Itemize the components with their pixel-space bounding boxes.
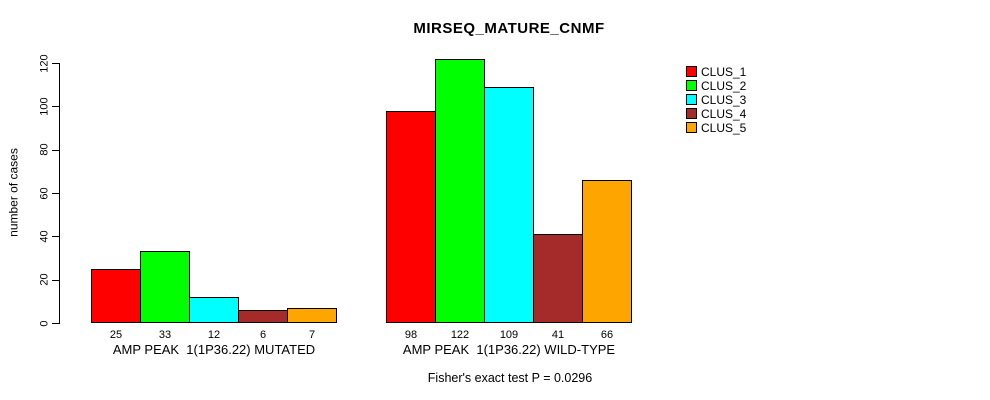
legend-label: CLUS_1 — [701, 65, 747, 79]
bar-value-label: 7 — [308, 329, 316, 341]
bar-clus_5-group2 — [582, 180, 632, 323]
y-axis-tick — [52, 323, 59, 324]
x-axis-category-label: AMP PEAK 1(1P36.22) WILD-TYPE — [402, 342, 616, 357]
y-axis-tick — [52, 236, 59, 238]
bar-clus_3-group1 — [189, 297, 239, 323]
y-axis-tick — [52, 149, 59, 151]
bar-clus_2-group2 — [435, 59, 485, 323]
bar-value-label: 41 — [551, 329, 565, 341]
bar-clus_5-group1 — [287, 308, 337, 323]
bar-clus_1-group2 — [386, 111, 436, 323]
bar-clus_1-group1 — [91, 269, 141, 323]
bar-clus_2-group1 — [140, 251, 190, 323]
annotation-text: Fisher's exact test P = 0.0296 — [427, 371, 593, 385]
legend-swatch-clus_3 — [686, 94, 697, 105]
y-axis-tick — [52, 106, 59, 108]
legend-swatch-clus_5 — [686, 122, 697, 133]
chart-title: MIRSEQ_MATURE_CNMF — [413, 20, 605, 37]
bar-value-label: 25 — [109, 329, 123, 341]
bar-clus_4-group2 — [533, 234, 583, 323]
bar-value-label: 33 — [158, 329, 172, 341]
bar-value-label: 109 — [499, 329, 519, 341]
y-axis-tick — [52, 279, 59, 281]
y-axis-tick — [52, 63, 59, 64]
y-axis-tick — [52, 193, 59, 194]
legend-label: CLUS_3 — [701, 93, 747, 107]
bar-value-label: 66 — [600, 329, 614, 341]
bar-value-label: 98 — [404, 329, 418, 341]
bar-value-label: 6 — [259, 329, 267, 341]
legend-label: CLUS_5 — [701, 121, 747, 135]
bar-value-label: 122 — [450, 329, 470, 341]
legend-swatch-clus_4 — [686, 108, 697, 119]
y-axis-line — [59, 63, 60, 324]
legend-swatch-clus_2 — [686, 80, 697, 91]
legend-label: CLUS_4 — [701, 107, 747, 121]
bar-value-label: 12 — [207, 329, 221, 341]
bar-clus_3-group2 — [484, 87, 534, 323]
x-axis-category-label: AMP PEAK 1(1P36.22) MUTATED — [112, 342, 316, 357]
legend-swatch-clus_1 — [686, 66, 697, 77]
legend-label: CLUS_2 — [701, 79, 747, 93]
